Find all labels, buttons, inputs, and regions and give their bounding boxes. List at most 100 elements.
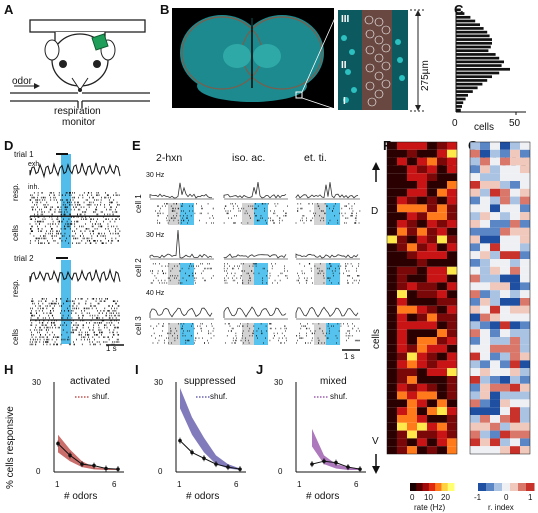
heatmap-border	[386, 141, 458, 455]
rindex-cell	[500, 438, 510, 447]
rindex-cell	[500, 181, 510, 189]
rindex-cell	[470, 243, 480, 252]
rate-cell	[447, 204, 457, 213]
rate-cell	[407, 196, 417, 205]
monitor-label: monitor	[62, 117, 96, 128]
rate-cell	[417, 368, 427, 376]
rate-cell	[437, 368, 447, 376]
rindex-cell	[470, 360, 480, 369]
rindex-cbar-tick-1: 1	[528, 493, 533, 502]
rate-cell	[447, 446, 457, 454]
rate-cell	[417, 329, 427, 337]
rindex-cell	[480, 157, 490, 166]
rate-cell	[427, 173, 437, 181]
cells-label-2: cells	[11, 328, 20, 345]
rindex-cell	[480, 282, 490, 291]
rate-cell	[427, 204, 437, 213]
rindex-cell	[490, 196, 500, 205]
rate-cell	[387, 430, 397, 439]
rate-cell	[427, 305, 437, 314]
rate-cell	[407, 282, 417, 291]
rindex-cell	[510, 173, 520, 181]
rindex-cell	[480, 329, 490, 337]
rindex-cell	[500, 235, 510, 244]
ventral-label: V	[372, 436, 379, 447]
rindex-cell	[520, 430, 530, 439]
rate-cell	[387, 329, 397, 337]
rate-cell	[447, 399, 457, 408]
rindex-cell	[480, 173, 490, 181]
rate-cell	[407, 227, 417, 236]
rindex-cell	[480, 165, 490, 174]
rate-cell	[407, 157, 417, 166]
rindex-cell	[520, 298, 530, 306]
dorsal-label: D	[371, 206, 379, 217]
rindex-cell	[510, 360, 520, 369]
j-xtick-6: 6	[354, 480, 359, 489]
rate-cell	[447, 274, 457, 283]
rindex-cell	[520, 173, 530, 181]
rate-cell	[407, 220, 417, 228]
rate-cell	[447, 173, 457, 181]
colorbar-segment	[502, 483, 511, 491]
rindex-cell	[510, 274, 520, 283]
rate-cell	[437, 157, 447, 166]
pre-odor-window	[314, 323, 326, 345]
panel-label-b: B	[160, 2, 170, 17]
rate-cell	[447, 251, 457, 259]
panel-label-i: I	[135, 362, 139, 377]
rindex-cell	[470, 196, 480, 205]
rindex-cell	[480, 313, 490, 322]
rate-cell	[387, 352, 397, 361]
rindex-cell	[520, 321, 530, 330]
rindex-cell	[520, 204, 530, 213]
mouse-schematic	[10, 19, 150, 108]
rindex-cell	[520, 360, 530, 369]
rate-cell	[447, 266, 457, 275]
rate-cell	[387, 259, 397, 267]
rate-cell	[447, 329, 457, 337]
rindex-cell	[480, 298, 490, 306]
rindex-cell	[500, 227, 510, 236]
rate-cell	[397, 376, 407, 384]
rate-cell	[387, 235, 397, 244]
rate-cell	[447, 181, 457, 189]
rate-cell	[407, 360, 417, 369]
trial1-label: trial 1	[14, 150, 34, 159]
rate-cell	[387, 298, 397, 306]
odor-window	[180, 203, 194, 225]
rate-cell	[427, 407, 437, 415]
rate-cell	[407, 142, 417, 150]
histogram-bar	[456, 101, 464, 105]
rate-cell	[437, 274, 447, 283]
rate-cell	[397, 259, 407, 267]
rate-cell	[397, 399, 407, 408]
rindex-cell	[520, 157, 530, 166]
rate-cell	[417, 344, 427, 353]
rindex-cell	[500, 212, 510, 220]
rindex-cell	[520, 181, 530, 189]
odor-window	[61, 154, 71, 248]
odor-window	[326, 203, 340, 225]
rindex-cell	[500, 321, 510, 330]
rate-cell	[407, 407, 417, 415]
rate-cell	[387, 212, 397, 220]
rindex-cell	[500, 305, 510, 314]
suppressed-shuf-label: shuf.	[210, 392, 228, 401]
rindex-cell	[510, 438, 520, 447]
rindex-cell	[500, 391, 510, 400]
j-xlabel: # odors	[306, 491, 340, 502]
trial2-label: trial 2	[14, 254, 34, 263]
rindex-cell	[480, 360, 490, 369]
panel-label-h: H	[4, 362, 14, 377]
rate-cell	[407, 173, 417, 181]
rindex-cell	[480, 383, 490, 392]
rate-cell	[417, 438, 427, 447]
rindex-cell	[500, 259, 510, 267]
rate-cell	[387, 407, 397, 415]
respiration-trace	[29, 162, 121, 179]
rindex-cell	[490, 376, 500, 384]
rindex-cell	[490, 165, 500, 174]
colorbar-segment	[510, 483, 519, 491]
rate-cell	[447, 337, 457, 345]
